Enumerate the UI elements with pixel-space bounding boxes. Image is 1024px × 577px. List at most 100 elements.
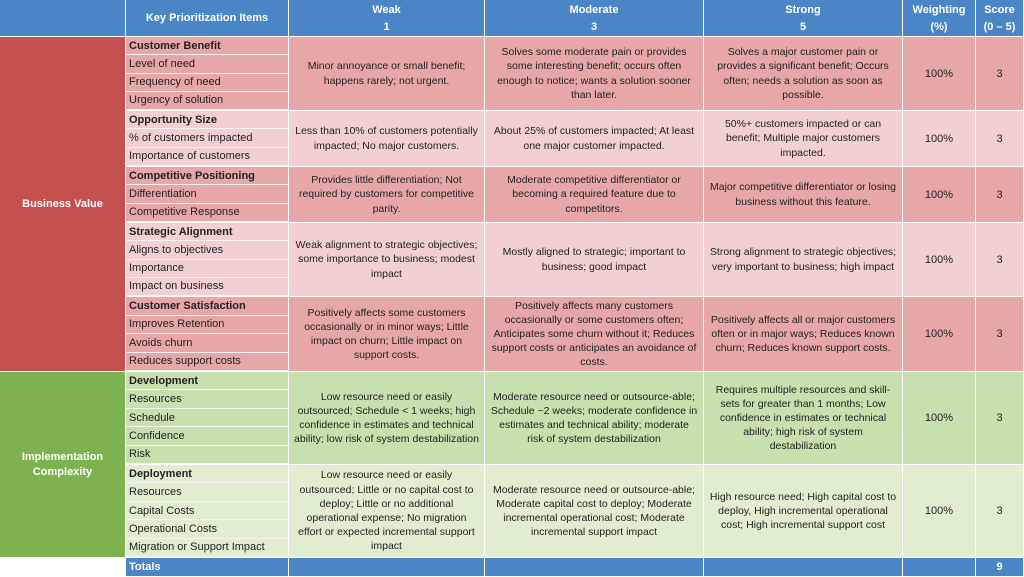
row-competitive-positioning-items: Competitive Positioning Differentiation …	[126, 167, 289, 223]
cell-weighting-value: 100%	[924, 188, 954, 201]
cell-weak: Minor annoyance or small benefit; happen…	[289, 37, 485, 111]
row-development-items: Development Resources Schedule Confidenc…	[126, 372, 289, 465]
cell-weighting-value: 100%	[924, 253, 954, 266]
cell-strong: Solves a major customer pain or provides…	[704, 37, 903, 111]
item-label: Importance	[126, 260, 288, 278]
cell-score-value: 3	[996, 412, 1003, 424]
item-label: Level of need	[126, 55, 288, 74]
totals-moderate	[485, 558, 704, 577]
cell-weighting: 100%	[903, 111, 976, 167]
header-score: Score (0 – 5)	[976, 0, 1024, 37]
cell-score-value: 3	[996, 132, 1003, 145]
row-customer-benefit-items: Customer Benefit Level of need Frequency…	[126, 37, 289, 111]
row-deployment-items: Deployment Resources Capital Costs Opera…	[126, 465, 289, 558]
item-label: Urgency of solution	[126, 92, 288, 110]
cell-weak: Low resource need or easily outsourced; …	[289, 372, 485, 465]
header-weak-score: 1	[383, 20, 390, 33]
cell-weak-text: Minor annoyance or small benefit; happen…	[307, 60, 466, 87]
header-moderate: Moderate 3	[485, 0, 704, 37]
item-label: Frequency of need	[126, 74, 288, 92]
cell-score: 3	[976, 111, 1024, 167]
item-label: Differentiation	[126, 185, 288, 204]
cell-weighting: 100%	[903, 167, 976, 223]
cell-moderate-text: Moderate resource need or outsource-able…	[493, 483, 695, 539]
cell-moderate-text: Mostly aligned to strategic; important t…	[502, 246, 686, 273]
header-blank-cell	[0, 0, 126, 37]
header-strong-score: 5	[799, 20, 807, 33]
cell-weighting-value: 100%	[924, 412, 954, 424]
totals-weighting	[903, 558, 976, 577]
header-weak: Weak 1	[289, 0, 485, 37]
item-label: Resources	[126, 483, 288, 502]
item-label: Impact on business	[126, 278, 288, 296]
item-label: Risk	[126, 446, 288, 464]
totals-label: Totals	[126, 558, 289, 577]
totals-label-text: Totals	[129, 561, 161, 573]
totals-strong	[704, 558, 903, 577]
header-moderate-label: Moderate	[569, 3, 619, 16]
item-heading: Deployment	[126, 465, 288, 484]
header-weighting-label: Weighting	[912, 3, 966, 16]
cell-weighting: 100%	[903, 223, 976, 297]
cell-weak-text: Low resource need or easily outsourced; …	[294, 390, 479, 446]
cell-strong-text: High resource need; High capital cost to…	[709, 490, 897, 532]
cell-strong-text: Positively affects all or major customer…	[710, 313, 896, 355]
cell-moderate: Moderate resource need or outsource-able…	[485, 372, 704, 465]
cell-strong-text: Requires multiple resources and skill-se…	[715, 383, 891, 453]
cell-moderate: Positively affects many customers occasi…	[485, 297, 704, 372]
item-label: Avoids churn	[126, 334, 288, 353]
item-heading: Development	[126, 372, 288, 391]
cell-weighting-value: 100%	[924, 505, 954, 517]
cell-moderate-text: Positively affects many customers occasi…	[491, 299, 697, 369]
item-label: Operational Costs	[126, 520, 288, 539]
totals-score-value: 9	[996, 561, 1003, 573]
item-label: Capital Costs	[126, 502, 288, 521]
cell-weak-text: Low resource need or easily outsourced; …	[298, 469, 475, 553]
cell-strong-text: 50%+ customers impacted or can benefit; …	[724, 118, 882, 159]
cell-weak: Positively affects some customers occasi…	[289, 297, 485, 372]
item-label: Migration or Support Impact	[126, 539, 288, 557]
cell-score: 3	[976, 372, 1024, 465]
cell-score: 3	[976, 37, 1024, 111]
cell-score-value: 3	[996, 253, 1003, 266]
header-key-items-label: Key Prioritization Items	[145, 12, 269, 24]
cell-moderate: Solves some moderate pain or provides so…	[485, 37, 704, 111]
cell-weak-text: Weak alignment to strategic objectives; …	[295, 239, 478, 280]
totals-score: 9	[976, 558, 1024, 577]
item-label: Confidence	[126, 427, 288, 446]
item-label: Resources	[126, 390, 288, 409]
item-label: Competitive Response	[126, 204, 288, 222]
cell-weak-text: Less than 10% of customers potentially i…	[295, 125, 478, 152]
item-label: Importance of customers	[126, 148, 288, 166]
cell-weighting-value: 100%	[924, 328, 954, 340]
header-moderate-score: 3	[590, 20, 598, 33]
cell-moderate: Moderate competitive differentiator or b…	[485, 167, 704, 223]
cell-weak: Weak alignment to strategic objectives; …	[289, 223, 485, 297]
item-label: Schedule	[126, 409, 288, 428]
cell-strong: Strong alignment to strategic objectives…	[704, 223, 903, 297]
row-customer-satisfaction-items: Customer Satisfaction Improves Retention…	[126, 297, 289, 372]
cell-strong: 50%+ customers impacted or can benefit; …	[704, 111, 903, 167]
header-score-label: Score	[984, 3, 1015, 16]
item-label: Aligns to objectives	[126, 241, 288, 260]
group-business-value-label: Business Value	[22, 197, 103, 210]
cell-score-value: 3	[996, 505, 1003, 517]
item-label: % of customers impacted	[126, 129, 288, 148]
cell-score: 3	[976, 223, 1024, 297]
cell-weak: Less than 10% of customers potentially i…	[289, 111, 485, 167]
row-strategic-alignment-items: Strategic Alignment Aligns to objectives…	[126, 223, 289, 297]
group-business-value: Business Value	[0, 37, 126, 372]
cell-score-value: 3	[996, 188, 1003, 201]
header-strong: Strong 5	[704, 0, 903, 37]
cell-weighting: 100%	[903, 465, 976, 558]
cell-strong: High resource need; High capital cost to…	[704, 465, 903, 558]
item-label: Reduces support costs	[126, 353, 288, 371]
totals-weak	[289, 558, 485, 577]
cell-strong: Positively affects all or major customer…	[704, 297, 903, 372]
header-weighting-unit: (%)	[930, 20, 948, 33]
cell-weighting: 100%	[903, 37, 976, 111]
cell-moderate-text: Moderate competitive differentiator or b…	[507, 174, 681, 215]
item-label: Improves Retention	[126, 316, 288, 334]
cell-weak: Low resource need or easily outsourced; …	[289, 465, 485, 558]
cell-weighting-value: 100%	[924, 67, 954, 80]
